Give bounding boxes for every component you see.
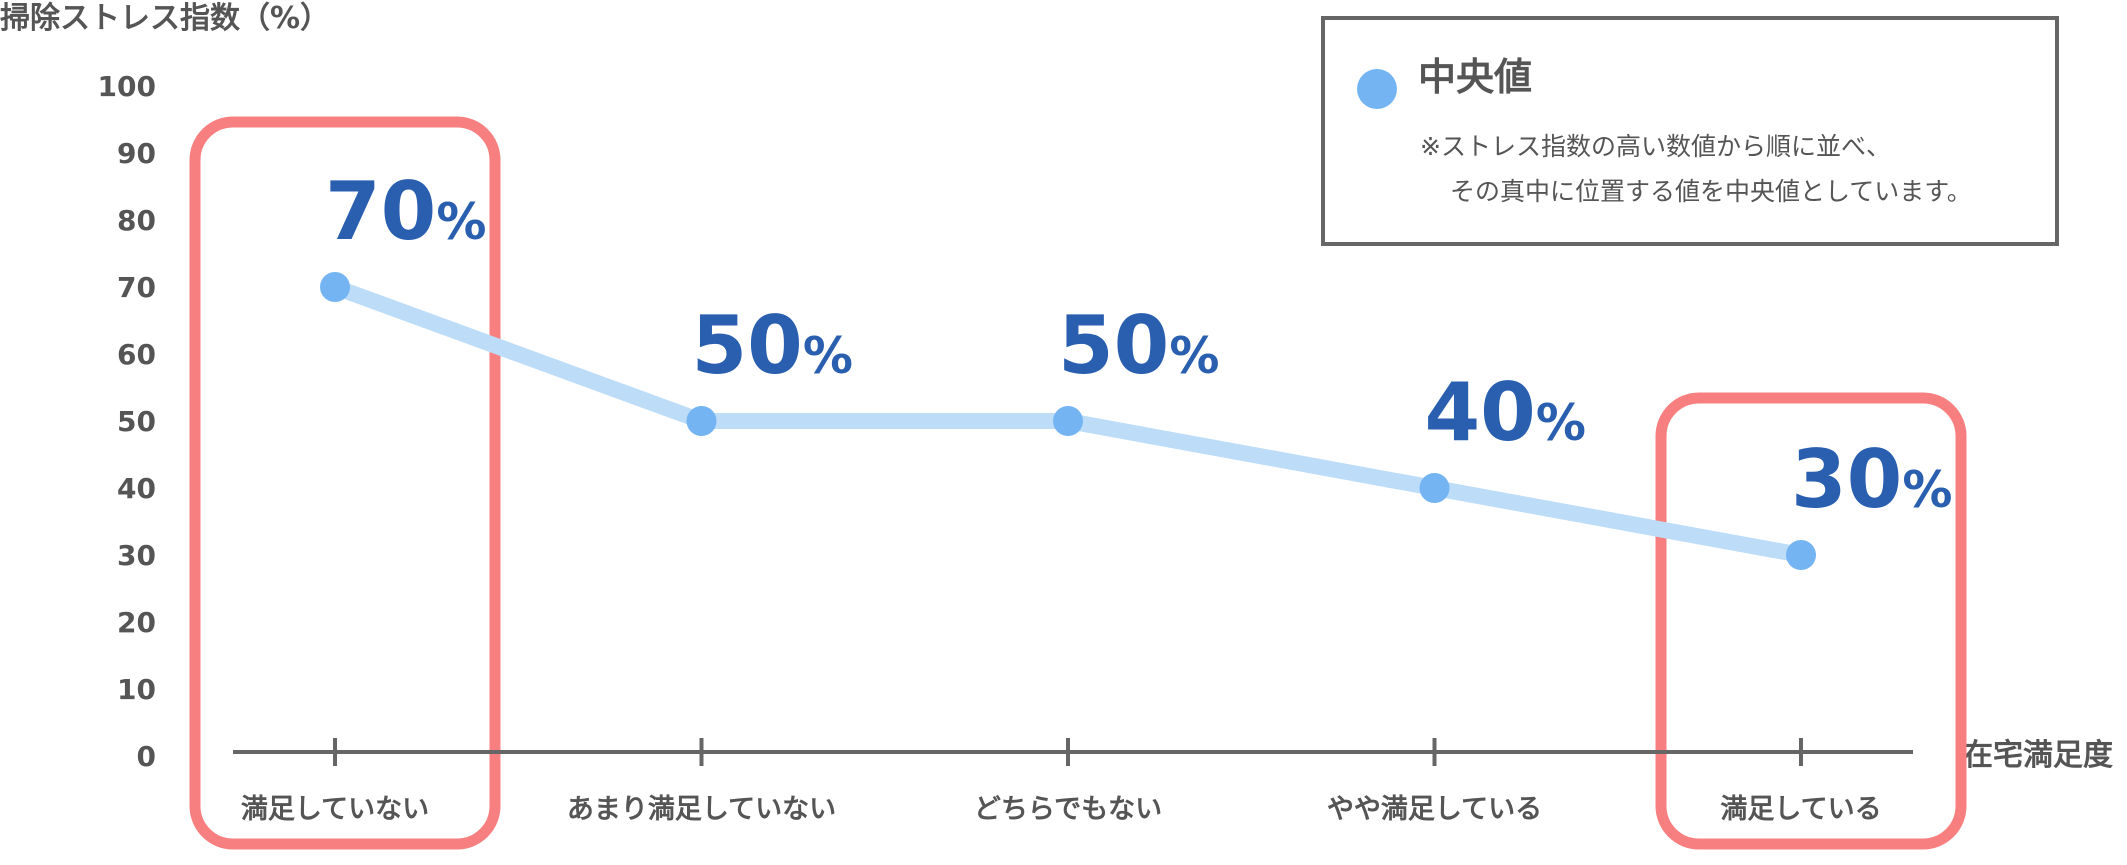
data-value-number: 30 [1791, 433, 1902, 526]
data-point [1419, 473, 1450, 503]
x-category-label: あまり満足していない [567, 794, 836, 825]
data-value-number: 50 [692, 299, 803, 392]
x-ticks: 満足していない あまり満足していない どちらでもない やや満足している 満足している [241, 738, 1882, 825]
data-value-label: 50% [1058, 299, 1219, 392]
data-value-suffix: % [436, 193, 486, 251]
legend-note-line2: その真中に位置する値を中央値としています。 [1450, 177, 1972, 206]
highlight-box [189, 116, 501, 850]
y-tick-label: 70 [117, 271, 156, 304]
y-tick-label: 30 [117, 539, 156, 572]
y-tick-label: 40 [117, 472, 156, 505]
x-axis-title: 在宅満足度 [1963, 738, 2113, 773]
data-point [686, 406, 717, 436]
y-tick-label: 100 [98, 70, 156, 103]
highlight-group [189, 116, 1967, 850]
y-tick-labels: 0 10 20 30 40 50 60 70 80 90 100 [98, 70, 156, 773]
legend-label: 中央値 [1418, 55, 1532, 99]
data-point-markers [320, 272, 1816, 570]
x-category-label: 満足していない [241, 794, 429, 825]
data-value-number: 50 [1058, 299, 1169, 392]
data-value-label: 40% [1425, 366, 1586, 459]
data-value-suffix: % [803, 327, 853, 385]
y-tick-label: 60 [117, 338, 156, 371]
data-value-label: 30% [1791, 433, 1952, 526]
y-tick-label: 0 [137, 740, 156, 773]
value-labels: 70%50% 50%40%30% [325, 165, 1952, 526]
data-point [320, 272, 350, 302]
data-point [1053, 406, 1083, 436]
data-value-label: 70% [325, 165, 486, 258]
y-tick-label: 80 [117, 204, 156, 237]
data-value-suffix: % [1902, 461, 1952, 519]
legend-note-line1: ※ストレス指数の高い数値から順に並べ、 [1420, 132, 1891, 161]
legend: 中央値 ※ストレス指数の高い数値から順に並べ、 その真中に位置する値を中央値とし… [1321, 16, 2059, 246]
data-value-number: 70 [325, 165, 436, 258]
y-tick-label: 20 [117, 606, 156, 639]
highlight-box [1655, 392, 1967, 850]
data-value-suffix: % [1169, 327, 1219, 385]
legend-box [1321, 16, 2059, 246]
x-category-label: やや満足している [1327, 794, 1542, 825]
legend-marker [1357, 69, 1397, 109]
y-tick-label: 90 [117, 137, 156, 170]
data-value-number: 40 [1425, 366, 1536, 459]
y-tick-label: 10 [117, 673, 156, 706]
data-value-suffix: % [1536, 394, 1586, 452]
y-axis-title: 掃除ストレス指数（%） [0, 1, 330, 36]
data-point [1786, 540, 1816, 570]
x-category-label: 満足している [1720, 794, 1881, 825]
y-tick-label: 50 [117, 405, 156, 438]
data-value-label: 50% [692, 299, 853, 392]
x-category-label: どちらでもない [974, 794, 1162, 825]
